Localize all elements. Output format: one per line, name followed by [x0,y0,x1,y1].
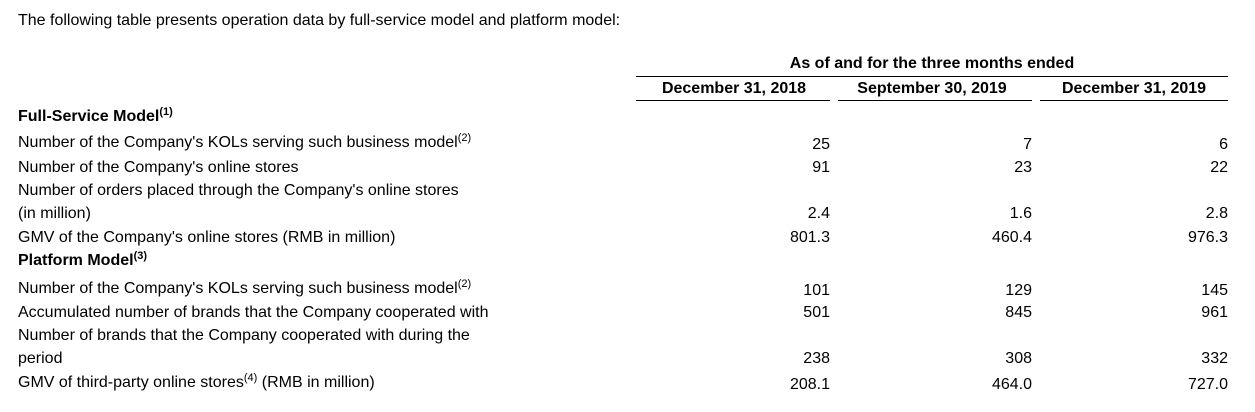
table-cell: 7 [1023,136,1032,153]
column-underline [636,100,830,101]
row-label: GMV of the Company's online stores (RMB … [18,229,396,246]
row-label-text: Number of the Company's KOLs serving suc… [18,280,458,297]
row-label: Number of the Company's KOLs serving suc… [18,278,472,298]
row-label-text: Number of the Company's KOLs serving suc… [18,134,458,151]
column-underline [838,100,1032,101]
table-cell: 25 [812,136,830,153]
table-cell: 2.4 [807,205,830,222]
table-cell: 238 [803,350,830,367]
row-label: Accumulated number of brands that the Co… [18,304,489,321]
table-cell: 2.8 [1205,205,1228,222]
section-title-text: Full-Service Model [18,108,160,125]
table-cell: 727.0 [1187,376,1228,393]
table-cell: 961 [1201,304,1228,321]
footnote-marker: (2) [457,132,472,144]
section-title-full-service: Full-Service Model(1) [18,106,173,126]
table-cell: 801.3 [789,229,830,246]
table-cell: 501 [803,304,830,321]
row-label: Number of the Company's KOLs serving suc… [18,132,472,152]
intro-text: The following table presents operation d… [18,12,621,29]
table-cell: 460.4 [991,229,1032,246]
row-label-continued: (in million) [18,205,91,222]
section-title-text: Platform Model [18,252,134,269]
table-cell: 464.0 [991,376,1032,393]
row-label: Number of the Company's online stores [18,159,299,176]
table-cell: 976.3 [1187,229,1228,246]
header-divider [636,76,1228,77]
footnote-marker: (1) [159,106,173,118]
table-cell: 1.6 [1009,205,1032,222]
column-header-dec-2018: December 31, 2018 [661,80,807,97]
column-header-sep-2019: September 30, 2019 [857,80,1007,97]
table-cell: 145 [1201,282,1228,299]
table-cell: 91 [812,159,830,176]
table-cell: 129 [1005,282,1032,299]
footnote-marker: (4) [243,372,258,384]
row-label: Number of orders placed through the Comp… [18,182,459,199]
table-cell: 845 [1005,304,1032,321]
footnote-marker: (2) [457,278,472,290]
section-title-platform: Platform Model(3) [18,250,148,270]
table-cell: 308 [1005,350,1032,367]
row-label-text: GMV of third-party online stores [18,374,244,391]
table-cell: 6 [1219,136,1228,153]
table-cell: 332 [1201,350,1228,367]
row-label: GMV of third-party online stores(4) (RMB… [18,372,375,392]
footnote-marker: (3) [133,250,148,262]
table-cell: 22 [1210,159,1228,176]
row-label-suffix: (RMB in million) [257,374,375,391]
period-span-header: As of and for the three months ended [789,55,1075,72]
table-cell: 23 [1014,159,1032,176]
column-underline [1040,100,1228,101]
table-cell: 101 [803,282,830,299]
table-cell: 208.1 [789,376,830,393]
row-label-continued: period [18,350,63,367]
column-header-dec-2019: December 31, 2019 [1061,80,1207,97]
row-label: Number of brands that the Company cooper… [18,327,470,344]
